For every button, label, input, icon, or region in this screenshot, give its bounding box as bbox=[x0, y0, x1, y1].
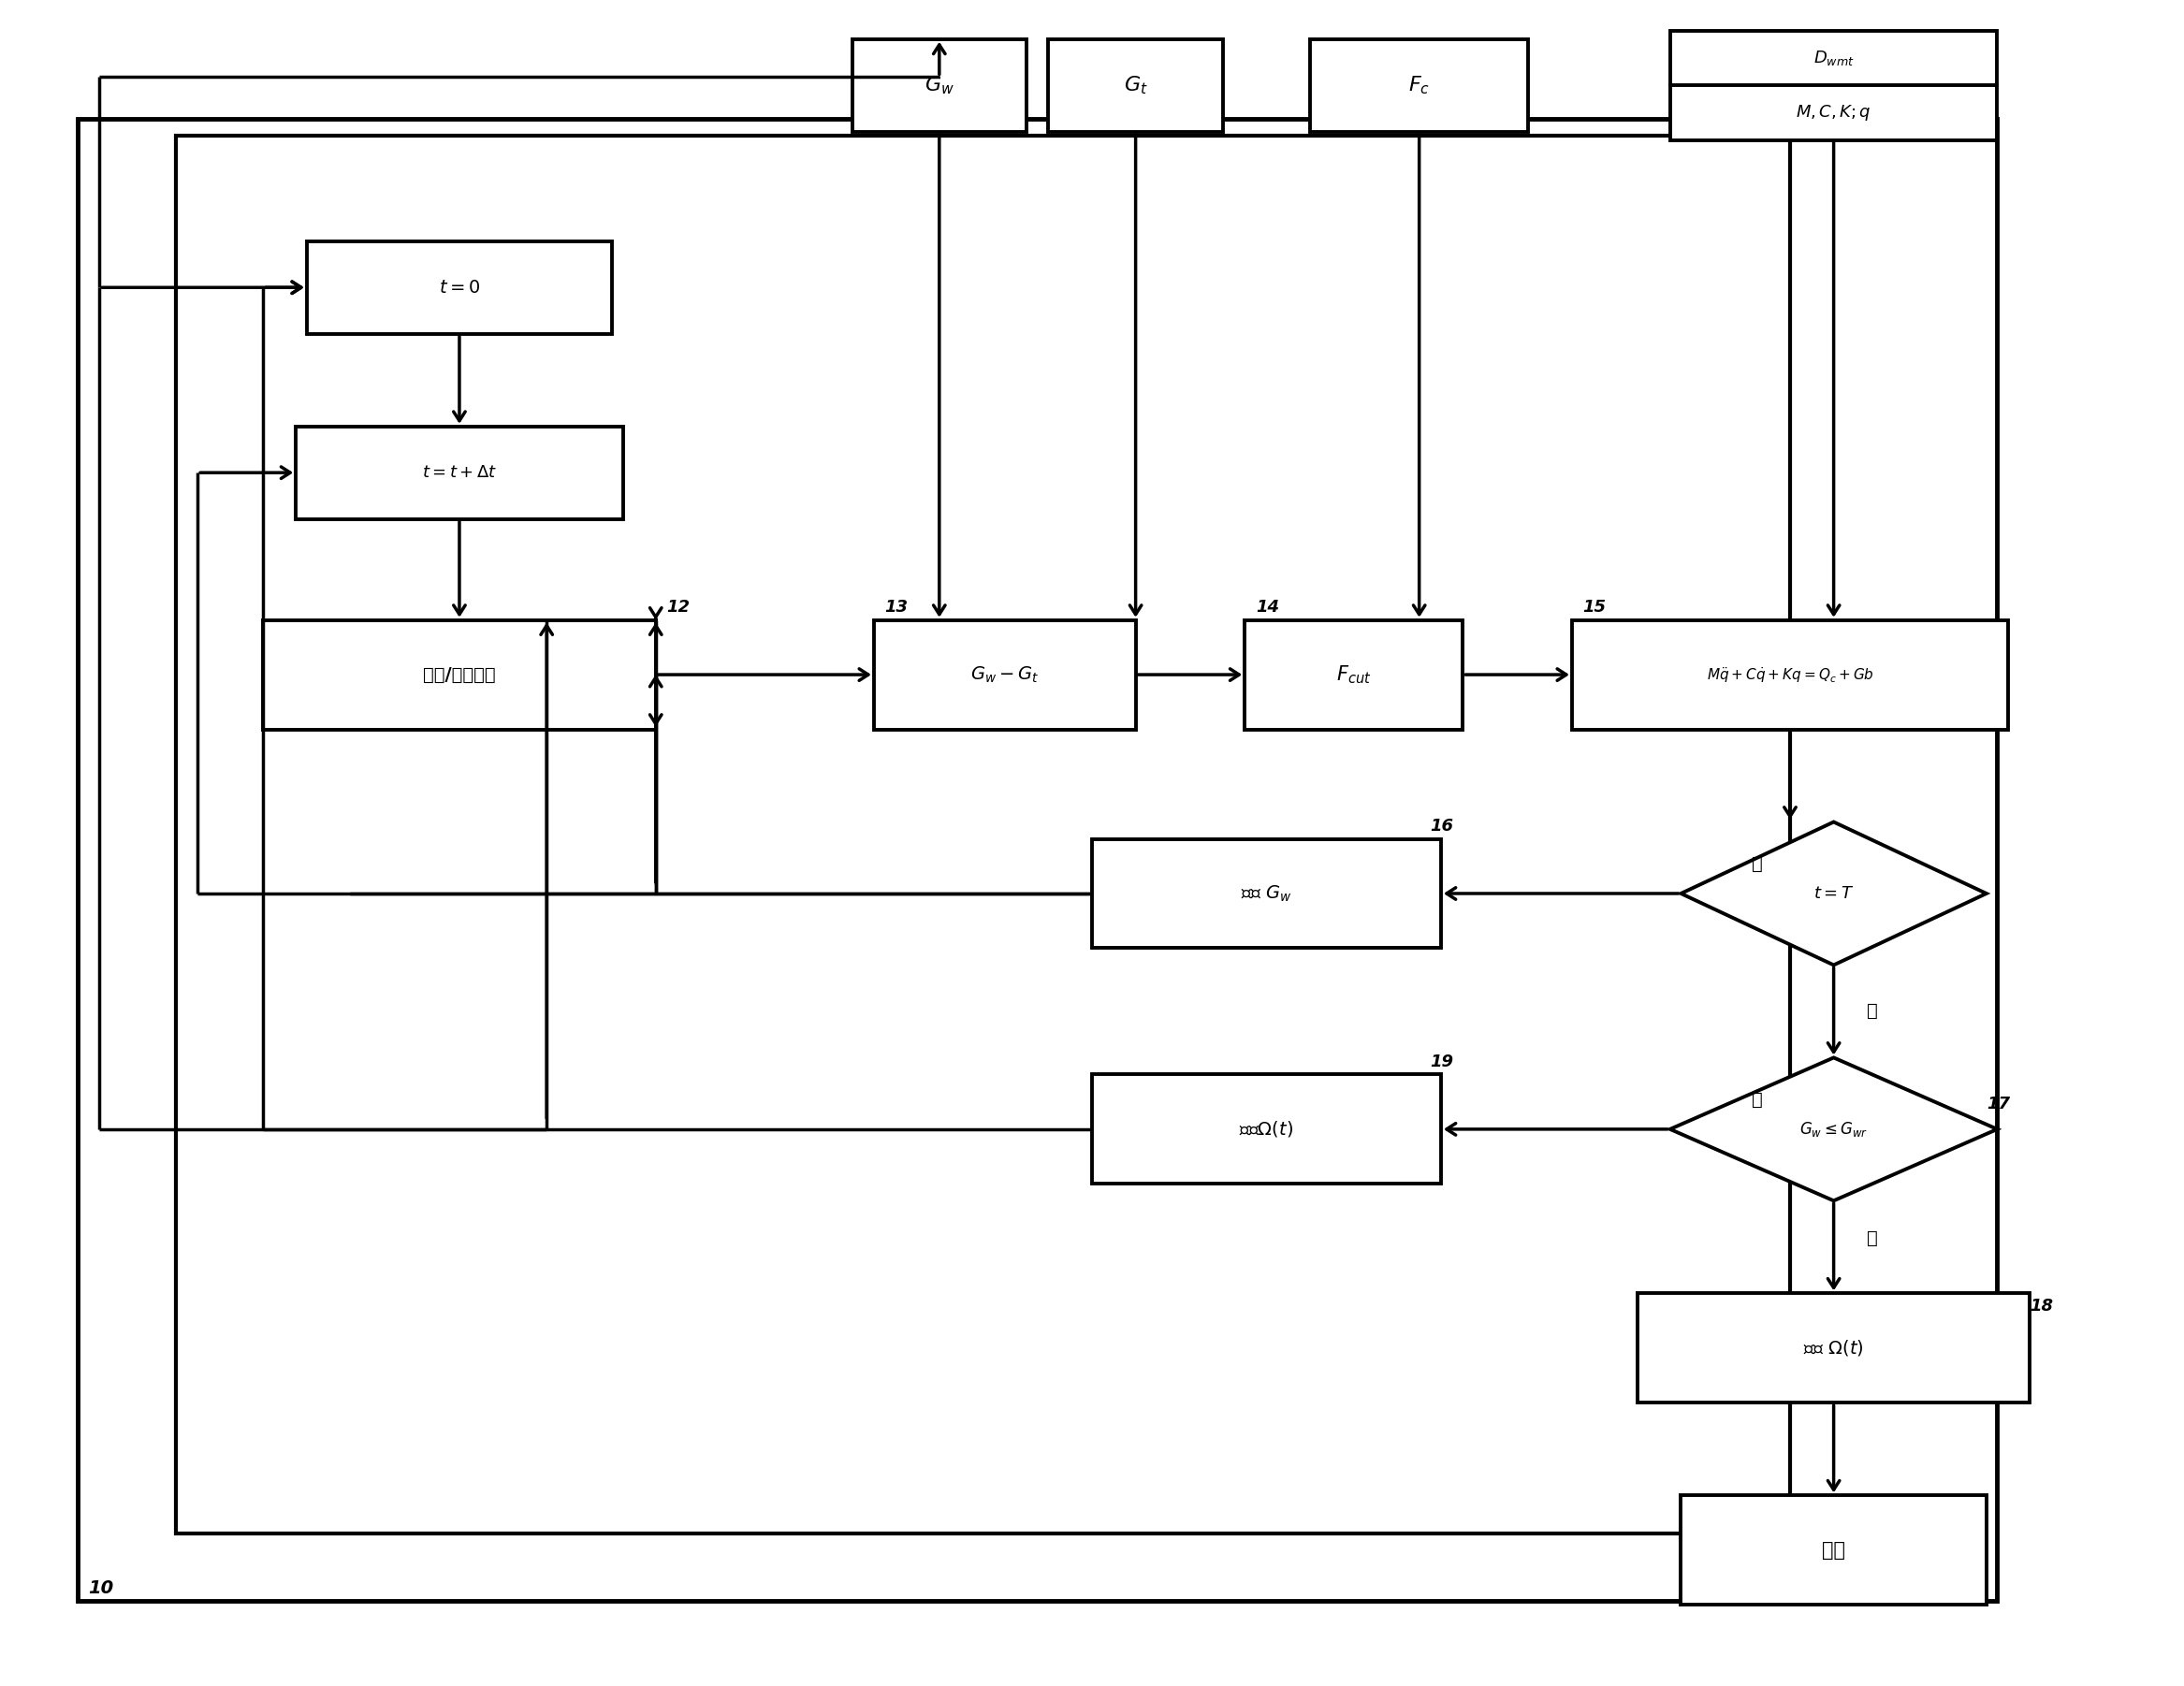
Bar bbox=[306, 241, 612, 334]
Text: 刀具/工件行进: 刀具/工件行进 bbox=[424, 666, 496, 683]
Text: 10: 10 bbox=[90, 1580, 114, 1597]
Text: 是: 是 bbox=[1867, 1003, 1878, 1020]
Text: 选择 $\Omega(t)$: 选择 $\Omega(t)$ bbox=[1804, 1339, 1863, 1357]
Text: 18: 18 bbox=[2029, 1298, 2053, 1315]
Bar bbox=[1310, 39, 1529, 132]
Bar bbox=[1092, 1074, 1441, 1184]
Text: $F_{cut}$: $F_{cut}$ bbox=[1337, 664, 1372, 686]
Bar bbox=[295, 427, 622, 519]
Text: 是: 是 bbox=[1867, 1229, 1878, 1248]
Text: $M\ddot{q} + C\dot{q} + Kq = Q_c + Gb$: $M\ddot{q} + C\dot{q} + Kq = Q_c + Gb$ bbox=[1706, 664, 1874, 685]
Text: 14: 14 bbox=[1256, 599, 1280, 615]
Bar bbox=[262, 620, 655, 730]
Text: $G_w \leq G_{wr}$: $G_w \leq G_{wr}$ bbox=[1800, 1120, 1867, 1138]
Text: $D_{wmt}$: $D_{wmt}$ bbox=[1813, 49, 1854, 67]
Text: 加工: 加工 bbox=[1821, 1541, 1845, 1560]
Bar bbox=[175, 137, 1791, 1533]
Bar bbox=[874, 620, 1136, 730]
Text: $M,C,K;q$: $M,C,K;q$ bbox=[1795, 103, 1872, 123]
Text: 19: 19 bbox=[1431, 1054, 1455, 1071]
Polygon shape bbox=[1682, 823, 1987, 964]
Bar bbox=[1245, 620, 1463, 730]
Bar bbox=[1682, 1495, 1987, 1605]
Bar bbox=[79, 120, 1998, 1600]
Bar bbox=[852, 39, 1026, 132]
Text: $F_c$: $F_c$ bbox=[1409, 74, 1431, 96]
Text: $G_t$: $G_t$ bbox=[1123, 74, 1149, 96]
Text: 否: 否 bbox=[1752, 1091, 1762, 1109]
Text: $G_w$: $G_w$ bbox=[924, 74, 954, 96]
Text: 15: 15 bbox=[1583, 599, 1605, 615]
Text: $G_w - G_t$: $G_w - G_t$ bbox=[970, 664, 1040, 685]
Bar bbox=[1572, 620, 2009, 730]
Text: 更新 $G_w$: 更新 $G_w$ bbox=[1241, 883, 1293, 904]
Text: 16: 16 bbox=[1431, 818, 1455, 835]
Polygon shape bbox=[1671, 1057, 1998, 1200]
Text: 13: 13 bbox=[885, 599, 909, 615]
Text: 17: 17 bbox=[1987, 1096, 2009, 1113]
Text: $t = 0$: $t = 0$ bbox=[439, 278, 480, 297]
Text: 改变$\Omega(t)$: 改变$\Omega(t)$ bbox=[1238, 1120, 1293, 1140]
Bar bbox=[1048, 39, 1223, 132]
Text: 12: 12 bbox=[666, 599, 690, 615]
Bar bbox=[1092, 840, 1441, 948]
Bar bbox=[1671, 30, 1998, 140]
Text: $t = T$: $t = T$ bbox=[1813, 885, 1854, 902]
Bar bbox=[1638, 1293, 2029, 1403]
Text: 否: 否 bbox=[1752, 855, 1762, 873]
Text: $t = t + \Delta t$: $t = t + \Delta t$ bbox=[422, 464, 498, 481]
